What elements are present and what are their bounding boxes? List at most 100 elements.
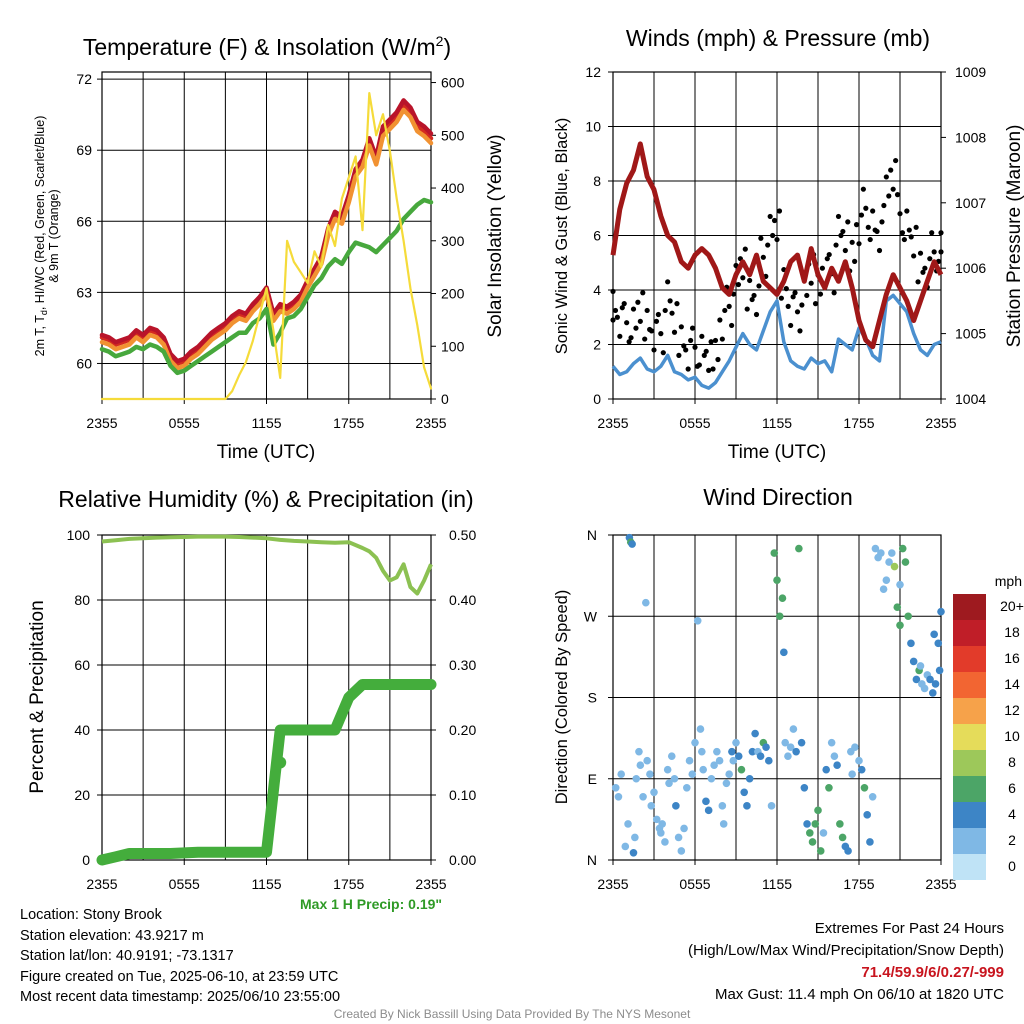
wind-gust-point — [883, 174, 889, 180]
temp-ytick-label-right: 200 — [441, 286, 465, 302]
wind-gust-point — [719, 336, 725, 342]
dir-direction-point — [762, 743, 770, 751]
dir-direction-point — [857, 765, 866, 774]
dir-direction-point — [926, 675, 934, 684]
wind-gust-point — [681, 343, 687, 349]
wind-gust-point — [699, 333, 705, 339]
wind-gust-point — [874, 228, 880, 235]
dir-direction-point — [838, 833, 847, 842]
wind-gust-point — [614, 314, 620, 320]
dir-direction-point — [819, 829, 828, 837]
wind-xtick-label: 1755 — [843, 415, 874, 431]
rh-chart-title: Relative Humidity (%) & Precipitation (i… — [58, 486, 473, 512]
dir-direction-point — [740, 788, 748, 797]
extremes-subtitle: (High/Low/Max Wind/Precipitation/Snow De… — [688, 942, 1004, 959]
wind-gust-point — [756, 283, 762, 289]
wind-gust-point — [886, 193, 892, 199]
temp-ytick-label-right: 400 — [441, 180, 465, 196]
wind-gust-point — [833, 242, 839, 248]
dir-colorbar-label: 6 — [1008, 780, 1016, 796]
wind-gust-point — [845, 219, 851, 225]
wind-gust-point — [651, 347, 657, 353]
dir-colorbar-label: 20+ — [1000, 598, 1024, 614]
svg-text:& 9m T (Orange): & 9m T (Orange) — [47, 189, 61, 282]
dir-direction-point — [743, 802, 751, 810]
wind-gust-point — [658, 331, 664, 337]
dir-direction-point — [781, 738, 789, 747]
dir-direction-point — [707, 774, 716, 783]
temp-xtick-label: 1755 — [333, 415, 364, 431]
dir-direction-point — [937, 607, 945, 616]
wind-gust-point — [624, 320, 630, 326]
dir-direction-point — [836, 820, 844, 828]
wind-gust-point — [621, 301, 627, 307]
dir-direction-point — [696, 725, 705, 733]
wind-gust-point — [703, 348, 709, 354]
wind-gust-point — [665, 279, 671, 285]
dir-direction-point — [934, 639, 943, 648]
wind-gust-point — [865, 224, 871, 230]
dir-direction-point — [848, 770, 856, 779]
dir-colorbar-label: 10 — [1004, 728, 1020, 744]
wind-gust-point — [913, 224, 919, 230]
dir-direction-point — [672, 802, 680, 810]
wind-gust-point — [671, 329, 678, 335]
wind-ytick-label-left: 12 — [585, 64, 601, 80]
wind-xtick-label: 1155 — [762, 415, 792, 431]
dir-xtick-label: 2355 — [925, 876, 956, 892]
wind-gust-point — [785, 303, 791, 309]
dir-direction-point — [652, 815, 661, 824]
dir-xtick-label: 0555 — [679, 876, 710, 892]
dir-direction-point — [748, 747, 757, 756]
station-info: Location: Stony Brook Station elevation:… — [20, 905, 340, 1008]
extremes-title: Extremes For Past 24 Hours — [814, 920, 1004, 937]
wind-gust-point — [744, 306, 750, 312]
temp-ylabel-left: 2m T, Td, HI/WC (Red, Green, Scarlet/Blu… — [33, 116, 61, 357]
wind-xtick-label: 0555 — [679, 415, 710, 431]
rh-ytick-label-right: 0.10 — [449, 787, 476, 803]
dir-xtick-label: 1755 — [843, 876, 874, 892]
wind-gust-point — [648, 328, 655, 334]
dir-direction-point — [806, 829, 814, 837]
rh-xtick-label: 2355 — [415, 876, 446, 892]
dir-colorbar-swatch — [953, 594, 986, 620]
dir-direction-point — [650, 788, 658, 797]
svg-text:2m T, Td, HI/WC (Red, Green, S: 2m T, Td, HI/WC (Red, Green, Scarlet/Blu… — [33, 116, 49, 357]
dir-ylabel-left: Direction (Colored By Speed) — [553, 590, 571, 805]
dir-direction-point — [693, 616, 702, 625]
dir-direction-point — [722, 779, 731, 788]
temp-xtick-label: 2355 — [415, 415, 446, 431]
temp-ytick-label-right: 600 — [441, 75, 465, 91]
dir-direction-point — [879, 585, 888, 593]
wind-ytick-label-right: 1006 — [955, 260, 986, 276]
wind-gust-point — [831, 290, 837, 296]
dir-direction-point — [920, 684, 929, 693]
wind-gust-point — [906, 227, 912, 233]
wind-gust-point — [669, 310, 675, 316]
dir-ytick-label: S — [588, 690, 597, 706]
dir-direction-point — [691, 738, 699, 747]
dir-colorbar-swatch — [953, 698, 986, 724]
wind-gust-point — [637, 318, 643, 324]
dir-direction-point — [702, 797, 710, 806]
wind-gust-point — [662, 307, 668, 314]
dir-colorbar-swatch — [953, 672, 986, 698]
dir-direction-point — [896, 580, 904, 589]
dir-direction-point — [677, 847, 686, 855]
dir-colorbar-swatch — [953, 854, 986, 880]
temp-ytick-label-left: 66 — [76, 213, 92, 229]
wind-gust-point — [751, 292, 757, 299]
temp-ytick-label-left: 72 — [76, 71, 92, 87]
wind-gust-point — [870, 208, 876, 214]
wind-chart-title: Winds (mph) & Pressure (mb) — [626, 25, 930, 51]
created-text: Figure created on Tue, 2025-06-10, at 23… — [20, 968, 339, 985]
wind-gust-point — [726, 303, 732, 309]
rh-precip-outlier-point — [274, 756, 287, 769]
rh-series-precip — [96, 679, 437, 866]
dir-colorbar-swatch — [953, 802, 986, 828]
wind-gust-point — [863, 205, 869, 211]
dir-direction-point — [732, 738, 740, 747]
dir-direction-point — [795, 544, 803, 553]
dir-direction-point — [674, 833, 683, 842]
wind-gust-point — [904, 208, 910, 214]
